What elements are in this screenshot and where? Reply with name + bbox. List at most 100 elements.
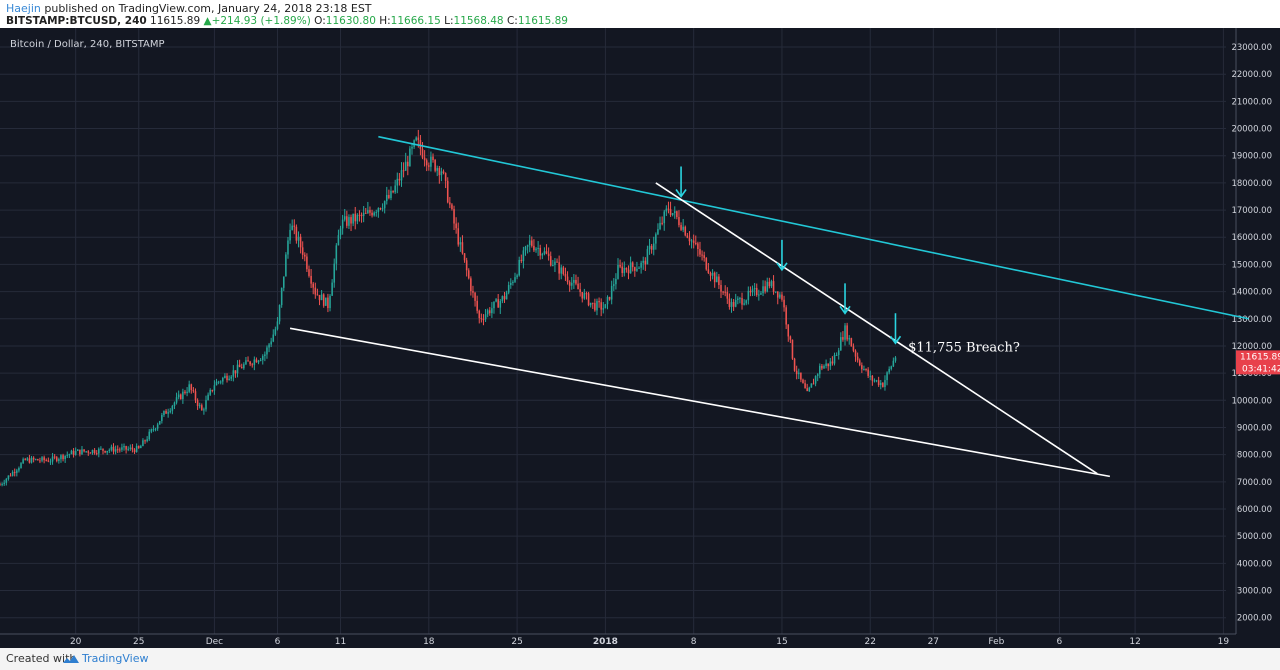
candle-body <box>301 247 304 255</box>
candle-body <box>879 382 882 386</box>
candle-body <box>243 364 245 369</box>
candle-body <box>39 460 41 462</box>
candle-body <box>774 291 777 293</box>
candle-body <box>411 146 413 149</box>
candle-body <box>833 355 836 364</box>
candle-body <box>482 319 485 321</box>
candle-body <box>615 278 617 285</box>
candle-body <box>238 364 241 368</box>
x-tick-label: 18 <box>423 637 435 647</box>
candle-body <box>259 359 262 361</box>
trendline-upper-descending[interactable] <box>655 182 1098 475</box>
candle-body <box>886 372 888 381</box>
candle-body <box>539 247 542 256</box>
candle-body <box>207 394 209 401</box>
high-value: 11666.15 <box>390 15 441 27</box>
candle-body <box>785 307 787 325</box>
candle-body <box>135 446 138 453</box>
candle-body <box>110 446 113 450</box>
symbol-line: BITSTAMP:BTCUSD, 240 11615.89 ▲+214.93 (… <box>6 15 568 27</box>
candle-body <box>304 254 306 257</box>
candle-body <box>545 251 548 254</box>
candle-body <box>167 412 169 414</box>
candle-body <box>116 449 119 451</box>
candle-body <box>547 253 550 257</box>
x-tick-label: Feb <box>988 637 1004 647</box>
candle-body <box>341 219 344 229</box>
candle-body <box>98 448 100 454</box>
down-arrow-icon <box>776 239 788 272</box>
candle-body <box>173 402 176 407</box>
candle-body <box>18 468 20 471</box>
candle-body <box>217 381 220 383</box>
candle-body <box>352 213 354 224</box>
candle-body <box>776 291 779 298</box>
x-tick-label: 11 <box>335 637 346 647</box>
candle-body <box>436 168 439 171</box>
price-axis[interactable]: 2000.00 3000.00 4000.00 5000.00 6000.00 7000.… <box>1231 43 1272 624</box>
candle-body <box>497 299 499 308</box>
candle-body <box>816 374 819 377</box>
candle-body <box>869 375 872 377</box>
x-tick-label: 19 <box>1218 637 1230 647</box>
candle-body <box>722 291 724 293</box>
published-text: published on TradingView.com, January 24… <box>40 2 372 15</box>
candle-body <box>425 160 428 166</box>
candle-body <box>486 310 489 315</box>
candle-body <box>163 410 165 416</box>
candle-body <box>58 459 60 461</box>
candle-body <box>625 267 628 270</box>
time-axis[interactable]: 20 25 Dec 6 11 18 25 2018 8 15 22 27 Feb 6 12 19 <box>70 637 1229 647</box>
x-tick-label: 27 <box>928 637 939 647</box>
candle-body <box>249 361 251 365</box>
candle-body <box>493 301 495 309</box>
candle-body <box>484 314 487 320</box>
trendline-upper-channel[interactable] <box>378 135 1249 320</box>
candle-body <box>32 457 35 460</box>
candle-body <box>325 297 327 306</box>
candle-body <box>430 156 432 167</box>
candle-body <box>236 364 239 374</box>
trendline-lower-support[interactable] <box>289 327 1111 478</box>
x-tick-label: 12 <box>1129 637 1140 647</box>
candle-body <box>274 329 277 335</box>
tradingview-brand-link[interactable]: TradingView <box>82 652 149 665</box>
candle-body <box>24 459 27 461</box>
candle-body <box>772 281 775 292</box>
candle-body <box>423 157 426 161</box>
open-value: 11630.80 <box>325 15 376 27</box>
candle-body <box>549 256 552 266</box>
candle-body <box>873 380 876 382</box>
candle-body <box>581 292 584 299</box>
candle-body <box>568 282 571 286</box>
candle-body <box>848 338 851 340</box>
author-link[interactable]: Haejin <box>6 2 41 15</box>
candle-body <box>453 209 455 224</box>
candle-body <box>434 160 436 171</box>
candle-body <box>215 381 218 386</box>
candle-body <box>825 363 827 366</box>
candle-body <box>642 260 645 263</box>
price-chart[interactable]: 2000.00 3000.00 4000.00 5000.00 6000.00 7000.… <box>0 28 1280 648</box>
candle-body <box>198 405 201 407</box>
candle-body <box>552 265 554 267</box>
candle-body <box>442 171 445 174</box>
candle-body <box>371 212 373 216</box>
candle-body <box>556 261 558 263</box>
candle-body <box>827 363 829 367</box>
candle-body <box>631 262 634 268</box>
y-tick-label: 9000.00 <box>1237 423 1272 433</box>
candle-body <box>293 225 296 227</box>
candle-body <box>711 272 714 276</box>
candle-body <box>9 475 12 477</box>
candle-body <box>247 360 249 362</box>
candle-body <box>72 450 75 455</box>
candle-body <box>692 240 695 243</box>
candle-body <box>428 165 430 167</box>
candle-body <box>360 214 363 217</box>
candle-body <box>684 226 687 236</box>
candle-body <box>610 285 613 300</box>
candle-body <box>129 447 132 449</box>
trendlines[interactable] <box>289 135 1249 478</box>
candle-body <box>676 211 678 218</box>
